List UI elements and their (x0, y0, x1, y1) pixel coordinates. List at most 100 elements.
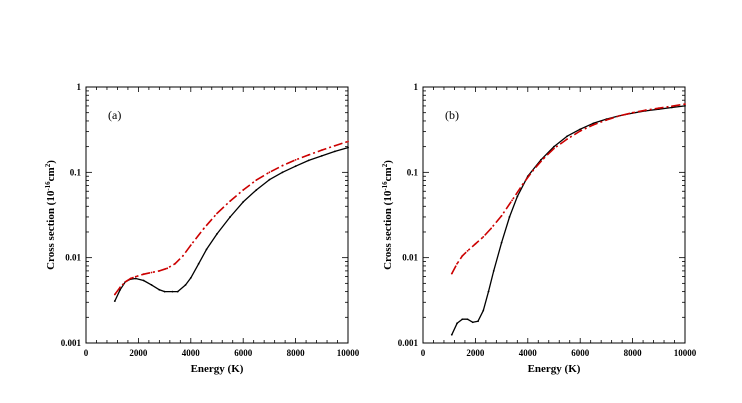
data-point (134, 275, 137, 278)
data-point (456, 322, 458, 325)
data-point (466, 318, 469, 321)
data-point (176, 290, 179, 293)
data-point (684, 103, 686, 106)
data-point (158, 269, 161, 272)
data-point (229, 200, 232, 203)
data-point (242, 189, 245, 191)
series-line-dashdot (114, 140, 349, 295)
data-point (281, 171, 284, 174)
plot-frame (85, 86, 349, 344)
data-point (461, 254, 464, 257)
data-point (119, 286, 121, 289)
data-point (618, 114, 621, 117)
data-point (671, 105, 673, 108)
data-point (174, 262, 176, 265)
data-point (229, 216, 232, 218)
data-point (592, 122, 595, 125)
y-axis-label-part: ) (45, 160, 57, 164)
data-point (347, 140, 349, 143)
series-line-dashdot (451, 103, 686, 274)
data-point (294, 165, 297, 168)
x-tick-label: 2000 (129, 348, 148, 358)
y-tick-label: 0.001 (61, 338, 82, 348)
data-point (216, 212, 218, 215)
x-axis-label: Energy (K) (191, 363, 244, 375)
data-point (171, 290, 174, 293)
data-point (307, 159, 310, 162)
data-point (521, 183, 524, 186)
panel-label: (a) (108, 108, 121, 122)
data-point (477, 320, 479, 323)
data-point (644, 109, 647, 112)
data-point (516, 195, 519, 198)
data-point (482, 309, 485, 312)
data-point (542, 157, 545, 160)
data-point (500, 241, 503, 244)
data-point (511, 199, 513, 202)
data-point (487, 290, 490, 293)
data-point (320, 149, 323, 152)
x-axis-label: Energy (K) (528, 363, 581, 375)
y-tick-label: 0.001 (398, 338, 419, 348)
data-point (553, 147, 555, 150)
data-point (334, 150, 336, 153)
data-point (150, 271, 153, 274)
data-point (471, 321, 474, 324)
x-tick-label: 4000 (519, 348, 538, 358)
data-point (566, 135, 568, 138)
y-axis-label-superscript: 2 (381, 163, 389, 167)
x-tick-label: 10000 (337, 348, 360, 358)
x-tick-label: 2000 (466, 348, 485, 358)
y-tick-label: 0.01 (65, 253, 81, 263)
data-point (592, 123, 595, 126)
data-point (203, 227, 205, 230)
x-tick-label: 8000 (287, 348, 306, 358)
data-point (579, 130, 582, 132)
data-point (566, 138, 568, 141)
data-point (579, 128, 582, 131)
y-axis-label-superscript: 2 (44, 163, 52, 167)
panel-b: 0 2000 4000 6000 8000 10000 0.001 0.01 0.1 1 Energ… (381, 82, 697, 375)
data-point (320, 154, 323, 157)
y-tick-label: 0.1 (70, 167, 82, 177)
data-point (466, 250, 469, 252)
data-point (142, 273, 145, 276)
data-point (532, 169, 534, 172)
data-point (500, 214, 503, 217)
x-tick-label: 8000 (624, 348, 643, 358)
data-point (129, 277, 132, 280)
data-point (347, 146, 349, 149)
data-point (189, 276, 192, 279)
data-point (268, 178, 271, 181)
data-point (490, 227, 493, 230)
data-point (294, 158, 297, 161)
data-point (113, 293, 116, 296)
data-point (197, 262, 200, 265)
y-tick-label: 0.1 (407, 167, 419, 177)
data-point (255, 189, 258, 191)
data-point (142, 279, 145, 282)
data-point (461, 318, 464, 321)
data-point (474, 242, 477, 245)
data-point (255, 179, 258, 182)
data-point (163, 290, 166, 293)
x-tick-label: 0 (84, 348, 89, 358)
y-axis-label-part: Cross section (10 (382, 190, 394, 270)
y-axis-label-part: Cross section (10 (45, 190, 57, 270)
data-point (508, 216, 511, 218)
data-point (113, 300, 116, 302)
data-point (189, 244, 192, 247)
plot-frame (422, 86, 686, 344)
x-tick-label: 4000 (182, 348, 201, 358)
x-tick-label: 0 (421, 348, 426, 358)
data-point (307, 154, 310, 156)
data-point (553, 145, 555, 148)
series-line-solid (451, 105, 686, 335)
data-point (631, 111, 634, 114)
data-point (184, 283, 187, 286)
y-tick-label: 1 (414, 82, 419, 92)
y-axis-label: Cross section (10-16cm2) (44, 160, 57, 270)
x-tick-label: 6000 (571, 348, 590, 358)
data-point (334, 144, 336, 147)
